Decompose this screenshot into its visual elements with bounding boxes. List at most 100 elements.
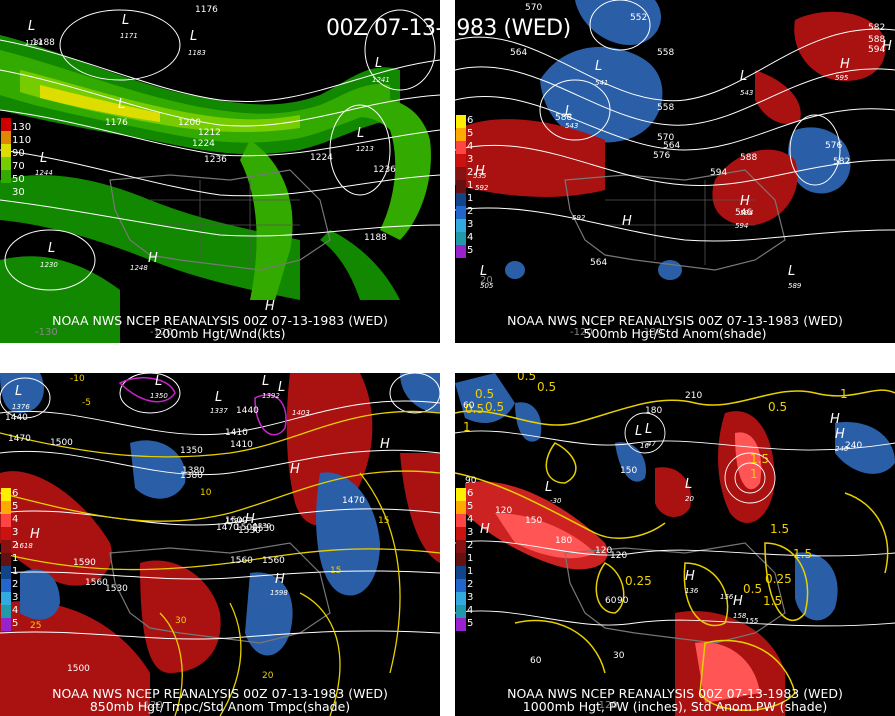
legend-label: 130 [12, 122, 32, 133]
contour-label: 1188 [32, 38, 55, 48]
legend-swatch [1, 540, 11, 553]
contour-label: 120 [495, 506, 512, 516]
legend-label: 5 [467, 501, 474, 512]
contour-label: 1440 [236, 406, 259, 416]
legend-label: 5 [467, 618, 474, 629]
contour-label: 15 [330, 566, 341, 576]
panel-850mb: 1440 1470 1500 1380 1350 1440 1410 1410 1470 1500… [0, 373, 440, 716]
legend-swatch [1, 527, 11, 540]
contour-label: 1500 [50, 438, 73, 448]
panel-1000mb-pw: 0.5 0.5 0.5 0.25 0.5 1 1.5 1 0.5 0.5 0.25 1.5 1.5 1.5… [455, 373, 895, 716]
legend-label: 1 [467, 566, 474, 577]
legend-swatch [456, 232, 466, 245]
legend-swatch [1, 579, 11, 592]
longitude-label: -120 [140, 700, 163, 711]
contour-label: 1440 [5, 413, 28, 423]
contour-label: 1176 [195, 5, 218, 15]
contour-label: 1590 [73, 558, 96, 568]
contour-label: 1236 [204, 155, 227, 165]
contour-label: 1.5 [770, 522, 789, 536]
contour-label: 1560 [85, 578, 108, 588]
legend-label: 3 [467, 154, 474, 165]
contour-label: 150 [525, 516, 542, 526]
legend-swatch [1, 157, 11, 170]
longitude-label: 20 [480, 275, 493, 286]
contour-label: 564 [510, 48, 527, 58]
high-pressure-marker: H [830, 412, 840, 427]
high-value-label: 158 [733, 612, 747, 620]
contour-label: 0.5 [517, 373, 536, 383]
contour-label: 564 [663, 141, 680, 151]
contour-label: 1530 [252, 524, 275, 534]
low-value-label: 1241 [372, 76, 390, 84]
contour-label: 1410 [230, 440, 253, 450]
contour-label: 582 [833, 157, 850, 167]
contour-label: 0.5 [743, 582, 762, 596]
legend-label: 4 [467, 232, 474, 243]
high-pressure-marker: H [835, 427, 845, 442]
low-value-label: 543 [740, 89, 753, 97]
contour-label: 582 [868, 23, 885, 33]
panel-caption-line1: NOAA NWS NCEP REANALYSIS 00Z 07-13-1983 … [52, 686, 388, 701]
contour-label: 10 [200, 488, 212, 498]
panel-caption-line2: 850mb Hgt/Tmpc/Std Anom Tmpc(shade) [89, 699, 351, 714]
legend-label: 6 [12, 488, 19, 499]
legend-swatch [1, 618, 11, 631]
panel-caption-line2: 1000mb Hgt, PW (inches), Std Anom PW (sh… [522, 699, 828, 714]
panel-caption-line1: NOAA NWS NCEP REANALYSIS 00Z 07-13-1983 … [507, 313, 843, 328]
low-value-label: 1213 [356, 145, 374, 153]
contour-label: 1470 [342, 496, 365, 506]
legend-label: 4 [467, 141, 474, 152]
high-value-label: 156 [720, 593, 734, 601]
high-value-label: 1529 [225, 517, 243, 525]
legend-label: 50 [12, 174, 25, 185]
legend-label: 30 [12, 187, 25, 198]
low-pressure-marker: L [565, 104, 572, 119]
longitude-label: -120 [595, 700, 618, 711]
high-value-label: 240 [835, 445, 849, 453]
contour-label: 588 [740, 153, 757, 163]
legend-label: 1 [467, 193, 474, 204]
contour-label: 120 [595, 546, 612, 556]
low-pressure-marker: L [190, 29, 197, 44]
high-pressure-marker: H [840, 57, 850, 72]
contour-label: -5 [82, 398, 91, 408]
contour-label: 570 [525, 3, 542, 13]
legend-label: 70 [12, 161, 25, 172]
contour-label: 1224 [192, 139, 215, 149]
low-pressure-marker: L [685, 477, 692, 492]
low-pressure-marker: L [215, 390, 222, 405]
high-pressure-marker: H [685, 569, 695, 584]
contour-label: 576 [825, 141, 842, 151]
high-pressure-marker: H [480, 522, 490, 537]
low-pressure-marker: L [740, 69, 747, 84]
contour-label: 588 [868, 35, 885, 45]
contour-label: 1.5 [750, 452, 769, 466]
contour-label: 1176 [105, 118, 128, 128]
legend-swatch [1, 170, 11, 183]
legend-swatch [1, 488, 11, 501]
contour-label: 1380 [182, 466, 205, 476]
high-pressure-marker: H [290, 462, 300, 477]
legend-label: 4 [12, 514, 19, 525]
low-value-label: 505 [480, 282, 494, 290]
legend-swatch [456, 579, 466, 592]
contour-label: 576 [653, 151, 670, 161]
contour-label: 594 [868, 45, 885, 55]
contour-label: 60 [463, 401, 475, 411]
contour-label: 1 [750, 467, 758, 481]
legend-swatch [1, 183, 11, 196]
low-value-label: 1171 [120, 32, 138, 40]
low-value-label: 1244 [35, 169, 53, 177]
legend-label: 3 [467, 527, 474, 538]
high-pressure-marker: H [882, 39, 892, 54]
contour-label: 150 [620, 466, 637, 476]
legend-label: 1 [467, 180, 474, 191]
low-value-label: 20 [685, 495, 694, 503]
contour-label: 1470 [8, 434, 31, 444]
legend-swatch [456, 167, 466, 180]
contour-label: 1410 [225, 428, 248, 438]
legend-swatch [456, 553, 466, 566]
contour-label: 564 [590, 258, 607, 268]
